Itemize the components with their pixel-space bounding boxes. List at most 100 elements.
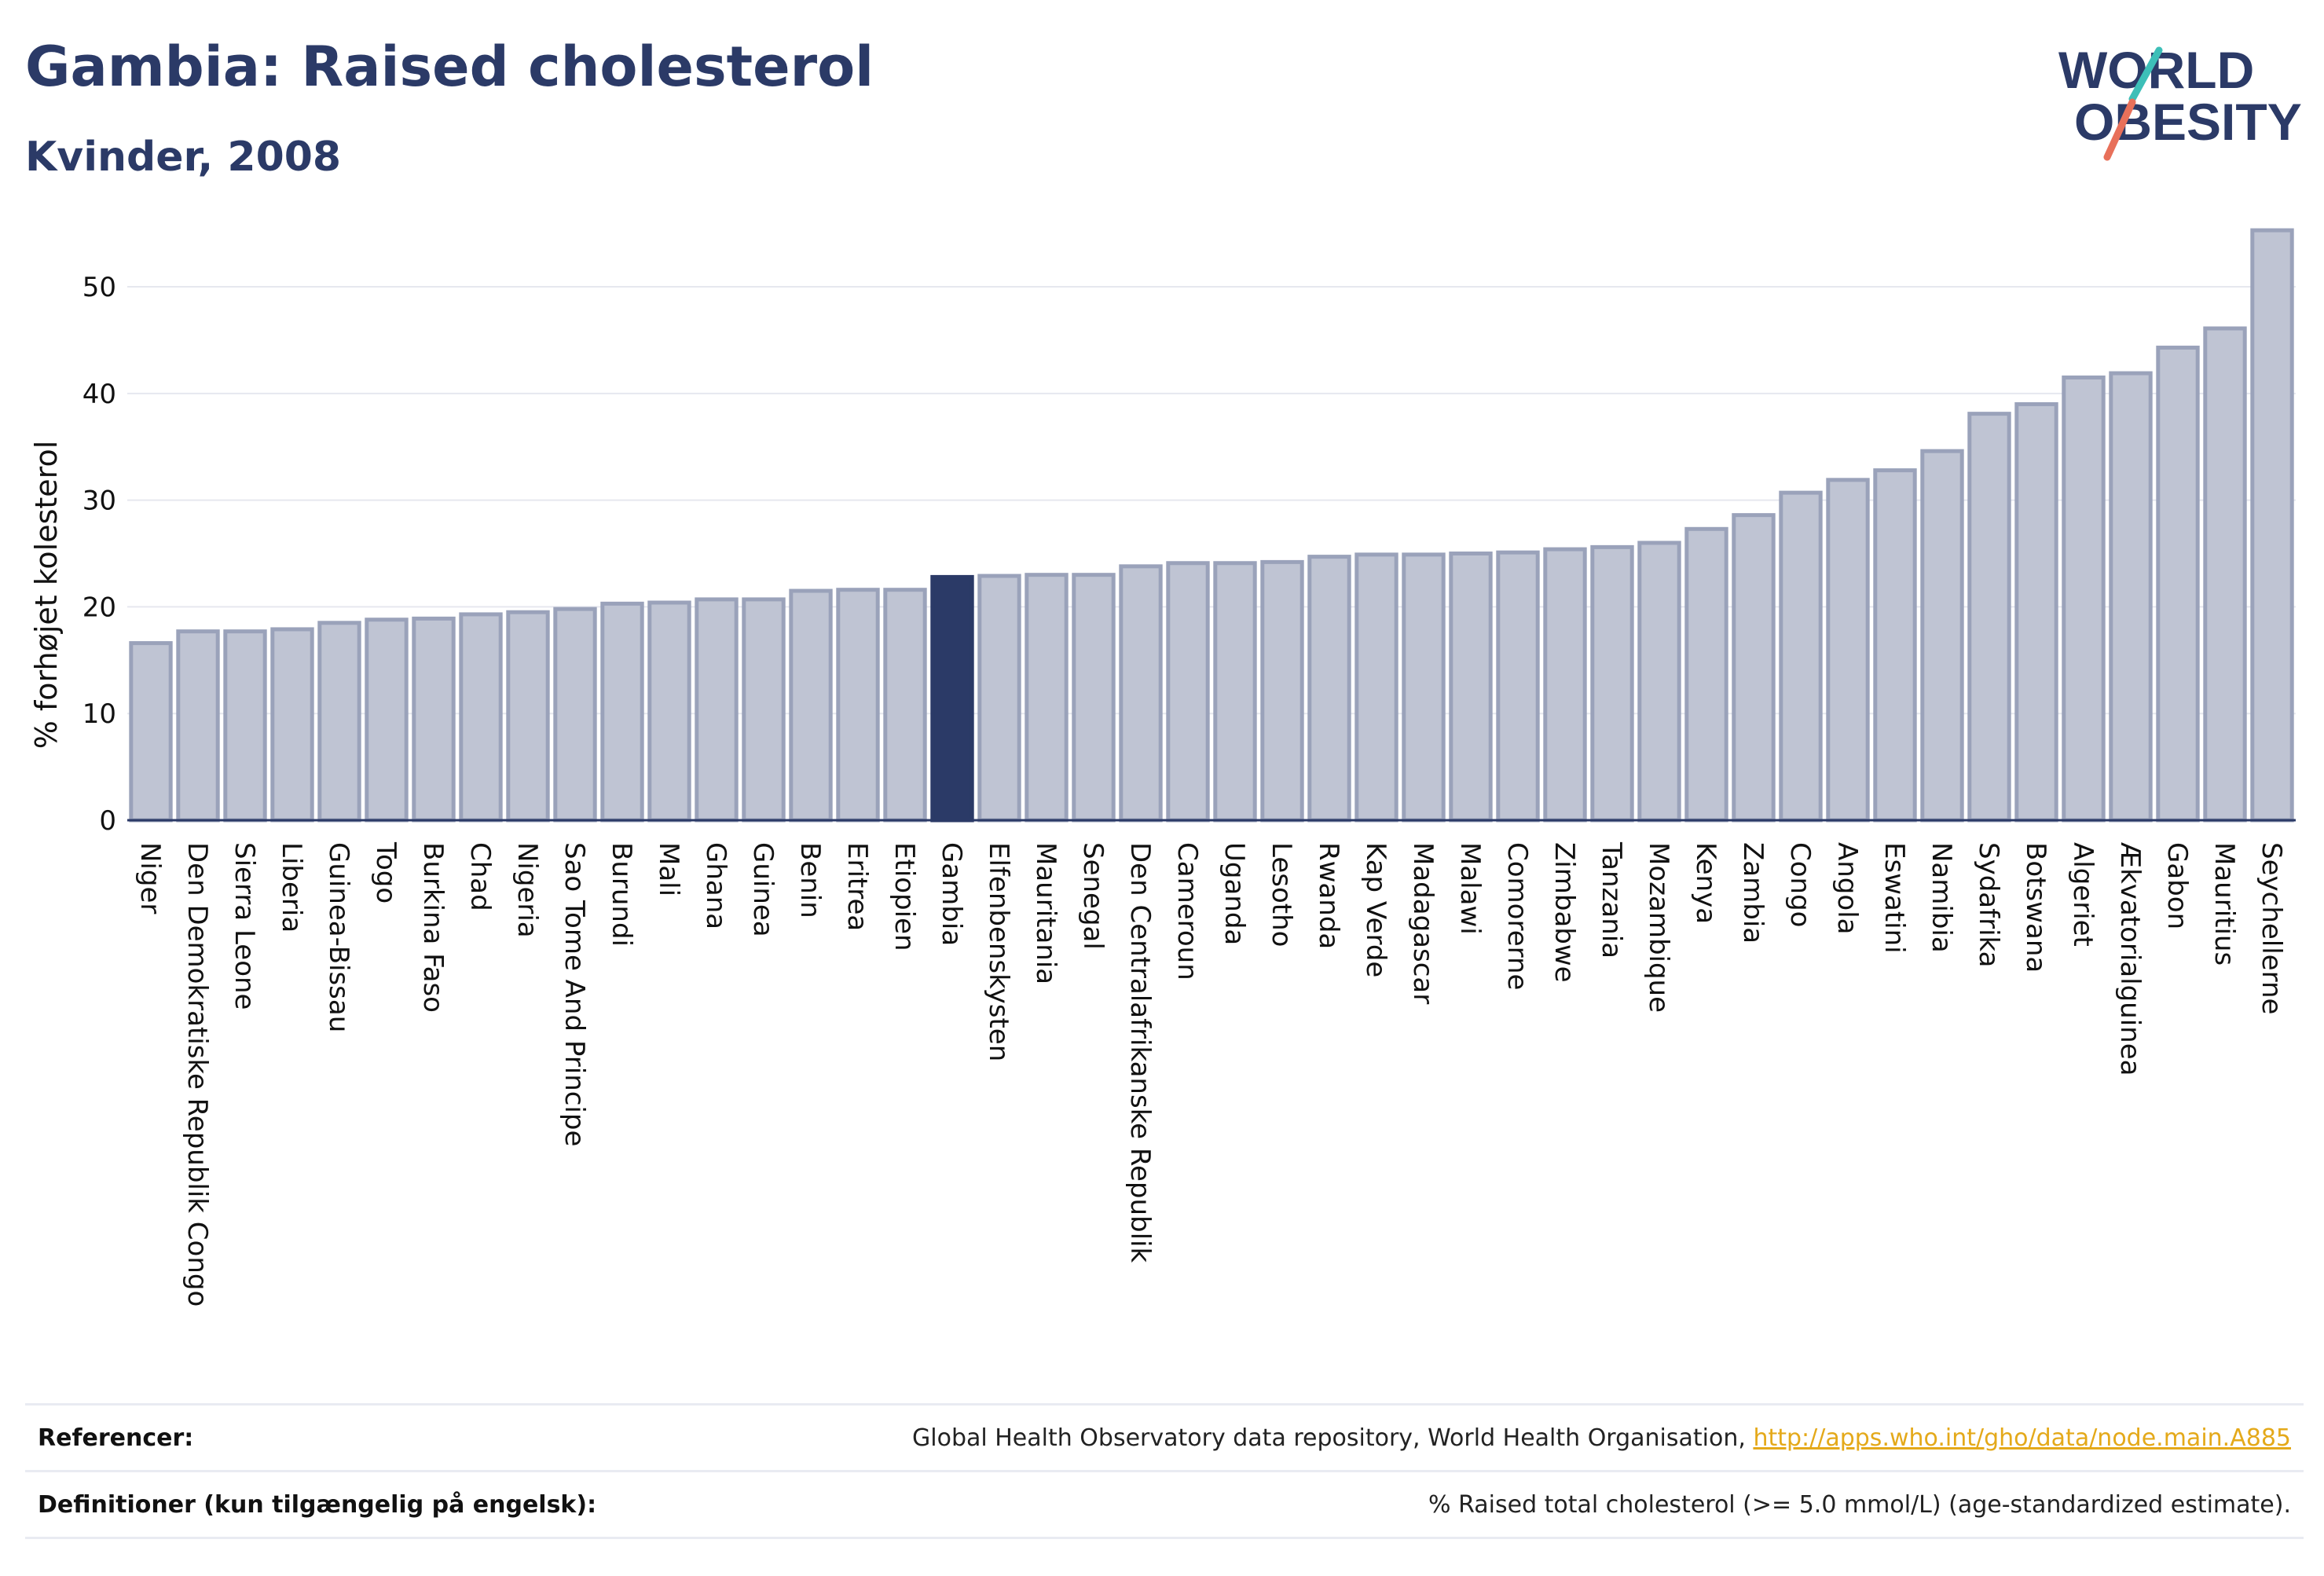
x-tick-label: Eritrea: [841, 842, 873, 931]
bar: [1967, 412, 2011, 823]
x-tick-label: Angola: [1831, 842, 1863, 934]
x-tick-label: Cameroun: [1171, 842, 1203, 980]
bar: [506, 610, 550, 823]
bar: [1590, 544, 1634, 823]
x-tick-label: Togo: [370, 841, 401, 903]
x-tick-label: Ækvatorialguinea: [2114, 842, 2146, 1076]
x-tick-label: Ghana: [700, 842, 731, 929]
bar: [883, 588, 927, 823]
definitions-label: Definitioner (kun tilgængelig på engelsk…: [25, 1470, 695, 1539]
x-tick-label: Etiopien: [889, 842, 920, 951]
x-tick-label: Burkina Faso: [417, 842, 449, 1013]
x-tick-label: Guinea: [747, 842, 779, 937]
definitions-row: Definitioner (kun tilgængelig på engelsk…: [25, 1470, 2304, 1539]
y-tick-label: 0: [99, 805, 116, 837]
references-text: Global Health Observatory data repositor…: [912, 1424, 1754, 1452]
bar: [1732, 513, 1776, 823]
x-tick-label: Sierra Leone: [229, 842, 260, 1010]
x-tick-label: Chad: [464, 842, 496, 911]
bar: [789, 588, 833, 823]
x-tick-label: Mozambique: [1643, 842, 1674, 1013]
x-tick-label: Guinea-Bissau: [323, 842, 354, 1032]
logo-slash-coral: [2103, 98, 2136, 161]
y-tick-label: 50: [82, 272, 116, 303]
chart-title: Gambia: Raised cholesterol: [25, 35, 874, 99]
x-tick-label: Madagascar: [1407, 842, 1439, 1004]
bar: [1873, 468, 1917, 823]
x-tick-label: Gambia: [936, 842, 967, 946]
bar: [1402, 552, 1446, 823]
bar: [2014, 401, 2058, 823]
bar: [2062, 375, 2106, 823]
x-tick-label: Tanzania: [1596, 841, 1627, 958]
bar: [1496, 550, 1540, 823]
bar: [553, 607, 597, 823]
x-tick-label: Eswatini: [1879, 842, 1910, 954]
x-tick-label: Den Centralafrikanske Republik: [1124, 842, 1156, 1263]
x-tick-label: Kap Verde: [1360, 842, 1391, 977]
bar: [1637, 541, 1681, 823]
bar: [365, 618, 409, 823]
x-tick-label: Sydafrika: [1973, 842, 2004, 967]
x-tick-label: Liberia: [276, 842, 307, 933]
x-tick-label: Sao Tome And Principe: [559, 842, 590, 1146]
x-tick-label: Namibia: [1926, 842, 1957, 953]
bar: [977, 574, 1021, 823]
bar: [2109, 371, 2153, 823]
bar: [1166, 561, 1210, 823]
bar: [600, 601, 644, 823]
x-tick-label: Botswana: [2020, 842, 2051, 973]
x-tick-label: Nigeria: [511, 842, 543, 938]
chart-subtitle: Kvinder, 2008: [25, 134, 342, 181]
x-tick-label: Burundi: [606, 842, 637, 947]
bar: [2156, 345, 2200, 823]
bar: [1072, 573, 1116, 823]
bar: [1025, 573, 1069, 823]
bar: [223, 629, 267, 823]
bar: [1213, 561, 1257, 823]
x-tick-label: Niger: [134, 842, 166, 914]
x-tick-label: Malawi: [1454, 842, 1486, 935]
y-tick-label: 30: [82, 486, 116, 517]
bar: [1119, 564, 1163, 823]
x-tick-label: Senegal: [1077, 842, 1109, 950]
bar: [2203, 326, 2247, 823]
bar: [742, 597, 786, 823]
bar: [1920, 449, 1964, 823]
bar: [836, 588, 880, 823]
bar: [1826, 478, 1870, 823]
bar: [1307, 555, 1351, 823]
y-axis-label: % forhøjet kolesterol: [29, 441, 64, 750]
x-axis-ticks: Niger Den Demokratiske Republik Congo Sier…: [134, 841, 2287, 1307]
references-link[interactable]: http://apps.who.int/gho/data/node.main.A…: [1753, 1424, 2291, 1452]
x-tick-label: Rwanda: [1313, 842, 1344, 949]
x-tick-label: Den Demokratiske Republik Congo: [181, 842, 213, 1307]
y-axis-ticks: 0 10 20 30 40 50: [82, 272, 116, 837]
bar: [176, 629, 220, 823]
x-tick-label: Algeriet: [2067, 842, 2099, 947]
bar: [459, 612, 503, 823]
bar: [412, 616, 456, 823]
bar: [317, 621, 361, 823]
logo-slash-teal: [2128, 46, 2163, 103]
x-tick-label: Lesotho: [1266, 842, 1297, 947]
x-tick-label: Zambia: [1737, 842, 1769, 944]
references-value: Global Health Observatory data repositor…: [694, 1403, 2304, 1472]
y-tick-label: 20: [82, 592, 116, 623]
references-row: Referencer: Global Health Observatory da…: [25, 1403, 2304, 1472]
bar: [1684, 526, 1728, 823]
x-tick-label: Comorerne: [1501, 842, 1533, 990]
definitions-value: % Raised total cholesterol (>= 5.0 mmol/…: [694, 1470, 2304, 1539]
x-tick-label: Uganda: [1219, 842, 1250, 945]
bar: [1449, 552, 1493, 823]
bar: [270, 627, 314, 823]
bars: [129, 228, 2294, 823]
y-tick-label: 10: [82, 698, 116, 730]
bar: [695, 597, 739, 823]
world-obesity-logo: WORLD OBESITY: [2058, 41, 2302, 161]
x-tick-label: Congo: [1784, 842, 1816, 927]
x-tick-label: Mali: [653, 842, 684, 896]
x-tick-label: Elfenbenskysten: [983, 842, 1014, 1061]
x-tick-label: Mauritius: [2209, 842, 2240, 966]
x-tick-label: Mauritania: [1030, 842, 1061, 984]
